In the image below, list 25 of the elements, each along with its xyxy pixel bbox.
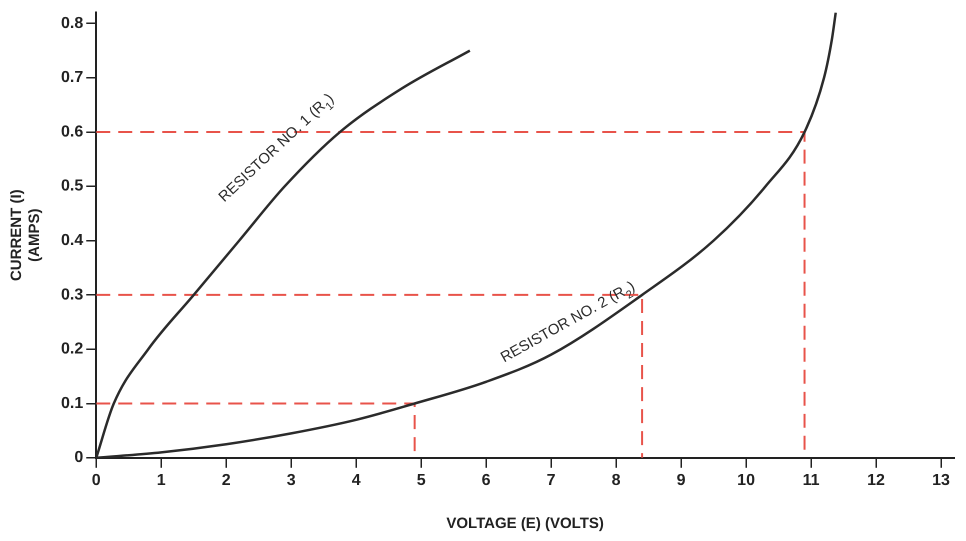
x-tick-label: 9 — [676, 472, 686, 489]
x-tick-label: 7 — [546, 472, 556, 489]
x-tick-label: 3 — [286, 472, 296, 489]
x-tick-label: 11 — [802, 472, 820, 489]
x-tick-label: 8 — [612, 472, 621, 489]
x-tick-label: 0 — [92, 472, 101, 489]
y-tick-label: 0.5 — [60, 178, 84, 195]
y-tick-label: 0.6 — [60, 123, 84, 140]
x-tick-label: 6 — [482, 472, 491, 489]
y-tick-label: 0.3 — [60, 286, 84, 304]
x-tick-label: 4 — [352, 472, 361, 489]
x-axis-title: VOLTAGE (E) (VOLTS) — [446, 515, 604, 532]
x-tick-label: 12 — [867, 472, 886, 489]
x-tick-label: 1 — [156, 472, 166, 489]
x-tick-label: 5 — [416, 472, 426, 489]
y-tick-label: 0 — [74, 449, 84, 466]
x-tick-label: 13 — [932, 472, 950, 489]
y-tick-label: 0.7 — [60, 69, 84, 86]
y-tick-label: 0.4 — [60, 232, 84, 250]
y-tick-label: 0.8 — [60, 14, 84, 32]
y-axis-title: CURRENT (I) (AMPS) — [8, 189, 44, 282]
y-tick-label: 0.1 — [60, 394, 84, 412]
y-tick-label: 0.2 — [60, 340, 84, 358]
x-tick-label: 2 — [222, 472, 231, 489]
x-tick-label: 10 — [737, 472, 756, 489]
